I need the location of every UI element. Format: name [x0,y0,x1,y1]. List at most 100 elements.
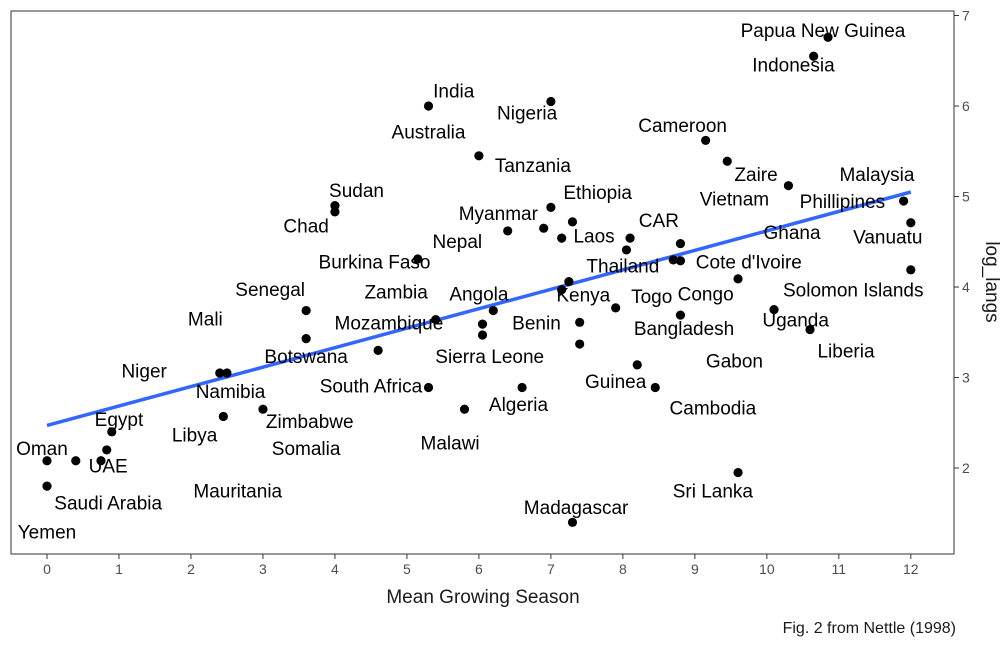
x-tick-label: 1 [115,561,123,577]
point-label: South Africa [320,377,423,398]
point-label: Malaysia [839,165,914,186]
y-tick-label: 7 [962,8,970,24]
point-label: Saudi Arabia [54,493,162,514]
point-label: Phillipines [800,192,886,213]
point-label: Zimbabwe [266,412,354,433]
point-label: Angola [449,284,509,305]
point-label: Senegal [235,280,305,301]
point-label: Indonesia [752,55,835,76]
point-label: Niger [121,361,167,382]
data-point [625,233,635,243]
point-label: India [433,82,475,103]
data-point [222,368,232,378]
x-tick-label: 9 [691,561,699,577]
y-tick-label: 3 [962,370,970,386]
point-label: Laos [573,226,614,247]
data-point [301,334,311,344]
data-point [431,315,441,325]
data-point [218,411,228,422]
data-point [557,233,567,243]
point-label: Australia [392,122,466,143]
data-point [675,310,686,320]
data-point [102,445,112,455]
point-label: Mozambique [335,313,444,334]
point-label: Thailand [586,256,659,277]
point-label: Botswana [264,347,348,368]
trend-line [46,190,912,428]
point-label: Nepal [432,232,482,253]
data-point [71,456,81,466]
point-label: Burkina Faso [319,253,431,274]
data-point [567,517,578,527]
data-point [805,324,815,335]
point-label: Guinea [585,372,647,393]
data-point [477,319,488,329]
data-point [564,276,574,287]
point-label: Namibia [196,382,266,403]
data-point [575,317,585,327]
point-label: Mali [188,310,223,331]
point-label: Kenya [556,285,610,306]
point-label: Oman [16,439,68,460]
data-point [769,305,779,315]
data-point [301,305,311,316]
point-label: Ghana [764,223,821,244]
x-axis: 0 1 2 3 4 5 6 7 8 9 10 11 12 [43,554,919,577]
data-point [546,202,556,212]
point-label: Sri Lanka [673,482,754,503]
point-label: Algeria [489,395,549,416]
point-label: Liberia [817,341,874,362]
data-point [215,368,225,378]
data-point [42,481,52,491]
point-label: Cote d'Ivoire [696,253,802,274]
plot-panel [10,10,955,555]
data-point [503,226,513,236]
point-label: Sudan [329,181,384,202]
point-label: Vanuatu [853,227,922,248]
point-label: Nigeria [497,103,558,124]
point-label: Congo [678,284,734,305]
point-label: Sierra Leone [435,347,544,368]
data-point [906,218,916,228]
point-label: Gabon [706,351,763,372]
data-point [722,156,732,166]
y-axis-title: log_langs [981,241,1002,322]
data-point [575,339,585,349]
data-point [809,51,819,61]
data-point [650,382,660,393]
point-label: Papua New Guinea [741,21,906,42]
point-label: Vietnam [700,189,769,210]
point-label: Tanzania [495,156,571,177]
data-point [423,101,434,111]
data-point [611,303,621,313]
point-label: Yemen [18,522,76,543]
data-point [517,382,527,393]
data-point [474,151,484,161]
y-tick-label: 6 [962,98,970,114]
figure-caption: Fig. 2 from Nettle (1998) [783,620,956,637]
data-point [413,254,423,264]
data-point [330,207,340,217]
data-point [539,223,549,233]
x-tick-label: 7 [547,561,555,577]
data-point [701,135,711,146]
x-tick-label: 11 [832,561,847,577]
data-point [675,238,686,249]
data-point [675,256,686,266]
point-label: Cameroon [638,116,727,137]
data-point [258,404,268,414]
point-label: Libya [172,426,218,447]
data-point [423,382,434,393]
point-label: Chad [283,216,328,237]
point-label: Egypt [95,410,144,431]
data-point [632,360,642,370]
point-labels: Papua New Guinea Indonesia India Nigeria Aus… [16,21,923,543]
point-label: UAE [89,456,128,477]
point-label: Uganda [762,311,829,332]
point-label: Mauritania [193,482,282,503]
point-label: Ethiopia [563,183,632,204]
data-point [488,305,498,316]
data-point [823,32,833,42]
point-label: Myanmar [459,204,539,225]
point-label: Bangladesh [634,319,734,340]
